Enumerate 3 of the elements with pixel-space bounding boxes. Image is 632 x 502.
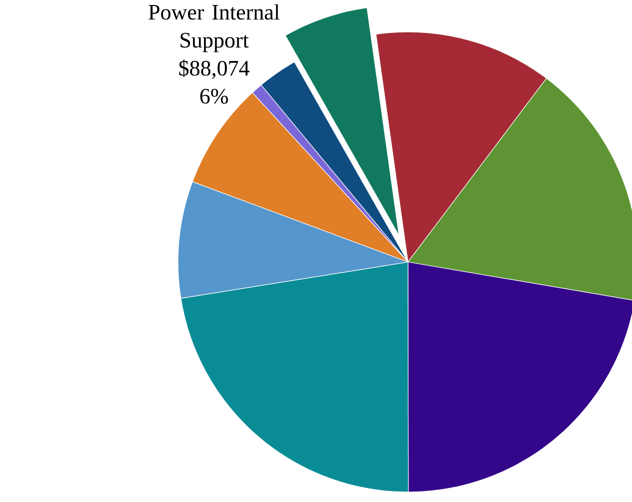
text: 6% [200, 88, 228, 104]
slice-label: Power Internal Support [148, 4, 280, 52]
text: $88,074 [179, 60, 250, 79]
